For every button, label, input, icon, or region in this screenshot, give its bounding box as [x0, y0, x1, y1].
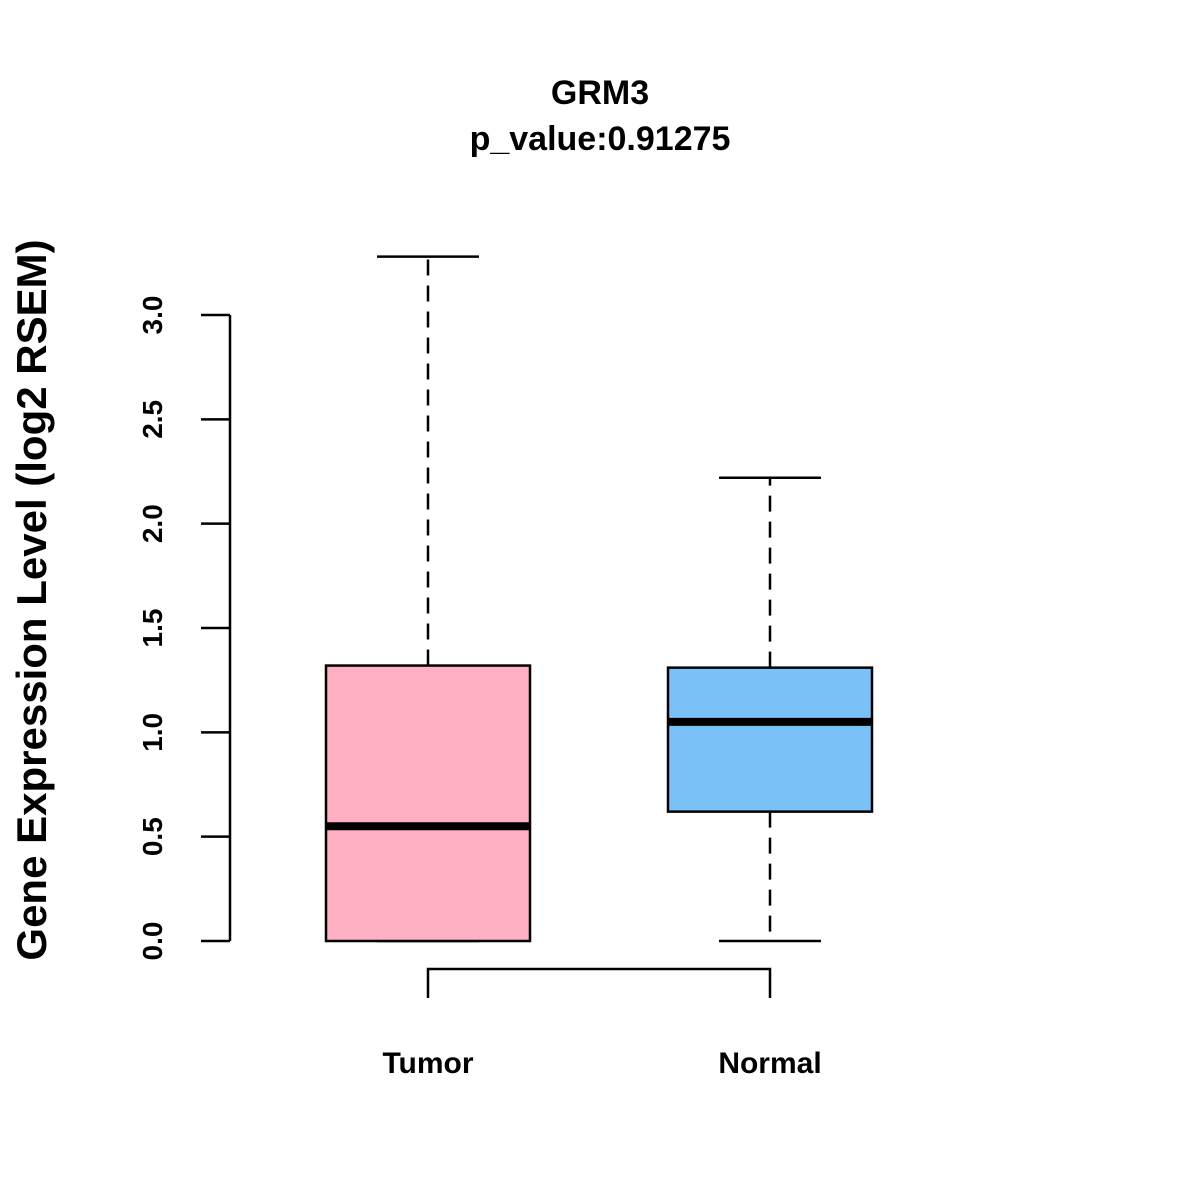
box-rect	[324, 664, 532, 943]
y-tick-label: 1.5	[137, 609, 168, 648]
boxes-layer	[324, 255, 874, 943]
y-axis: 0.0 0.5 1.0 1.5 2.0 2.5 3.0	[137, 296, 232, 961]
chart-title: GRM3	[551, 74, 649, 112]
box-tumor	[324, 255, 532, 943]
y-tick-label: 0.0	[137, 922, 168, 961]
box-rect	[666, 666, 874, 813]
chart-subtitle: p_value:0.91275	[470, 120, 731, 158]
y-axis-label: Gene Expression Level (log2 RSEM)	[8, 239, 55, 960]
comparison-bracket	[426, 967, 772, 998]
y-tick-label: 1.0	[137, 713, 168, 752]
y-tick-label: 2.0	[137, 504, 168, 543]
y-tick-label: 2.5	[137, 400, 168, 439]
y-tick-label: 3.0	[137, 296, 168, 335]
x-category-label-normal: Normal	[718, 1047, 821, 1080]
box-normal	[666, 476, 874, 943]
bracket-line	[426, 967, 772, 998]
y-tick-label: 0.5	[137, 817, 168, 856]
x-category-label-tumor: Tumor	[382, 1047, 473, 1080]
x-category-labels: Tumor Normal	[382, 1047, 821, 1080]
